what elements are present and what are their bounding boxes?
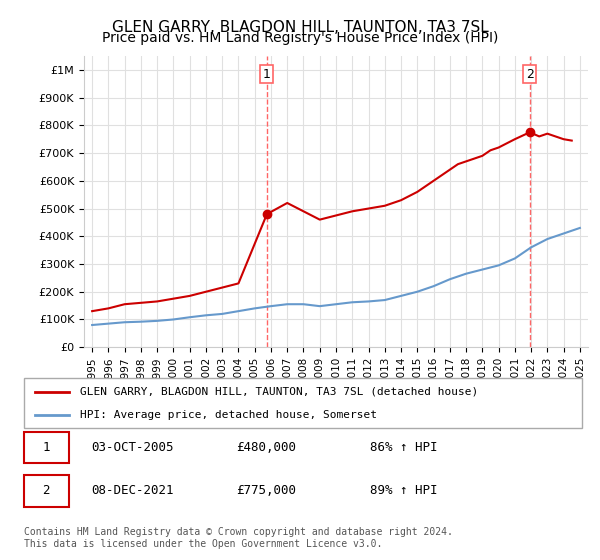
FancyBboxPatch shape [24,432,68,463]
Text: £480,000: £480,000 [236,441,296,454]
FancyBboxPatch shape [24,378,582,428]
Text: Price paid vs. HM Land Registry's House Price Index (HPI): Price paid vs. HM Land Registry's House … [102,31,498,45]
Text: 1: 1 [43,441,50,454]
Text: 86% ↑ HPI: 86% ↑ HPI [370,441,437,454]
Text: Contains HM Land Registry data © Crown copyright and database right 2024.
This d: Contains HM Land Registry data © Crown c… [24,527,453,549]
Text: 08-DEC-2021: 08-DEC-2021 [91,484,173,497]
Text: 03-OCT-2005: 03-OCT-2005 [91,441,173,454]
FancyBboxPatch shape [24,475,68,506]
Text: 1: 1 [263,68,271,81]
Text: £775,000: £775,000 [236,484,296,497]
Text: GLEN GARRY, BLAGDON HILL, TAUNTON, TA3 7SL: GLEN GARRY, BLAGDON HILL, TAUNTON, TA3 7… [112,20,488,35]
Text: 2: 2 [43,484,50,497]
Text: 2: 2 [526,68,534,81]
Text: HPI: Average price, detached house, Somerset: HPI: Average price, detached house, Some… [80,410,377,420]
Text: 89% ↑ HPI: 89% ↑ HPI [370,484,437,497]
Text: GLEN GARRY, BLAGDON HILL, TAUNTON, TA3 7SL (detached house): GLEN GARRY, BLAGDON HILL, TAUNTON, TA3 7… [80,386,478,396]
